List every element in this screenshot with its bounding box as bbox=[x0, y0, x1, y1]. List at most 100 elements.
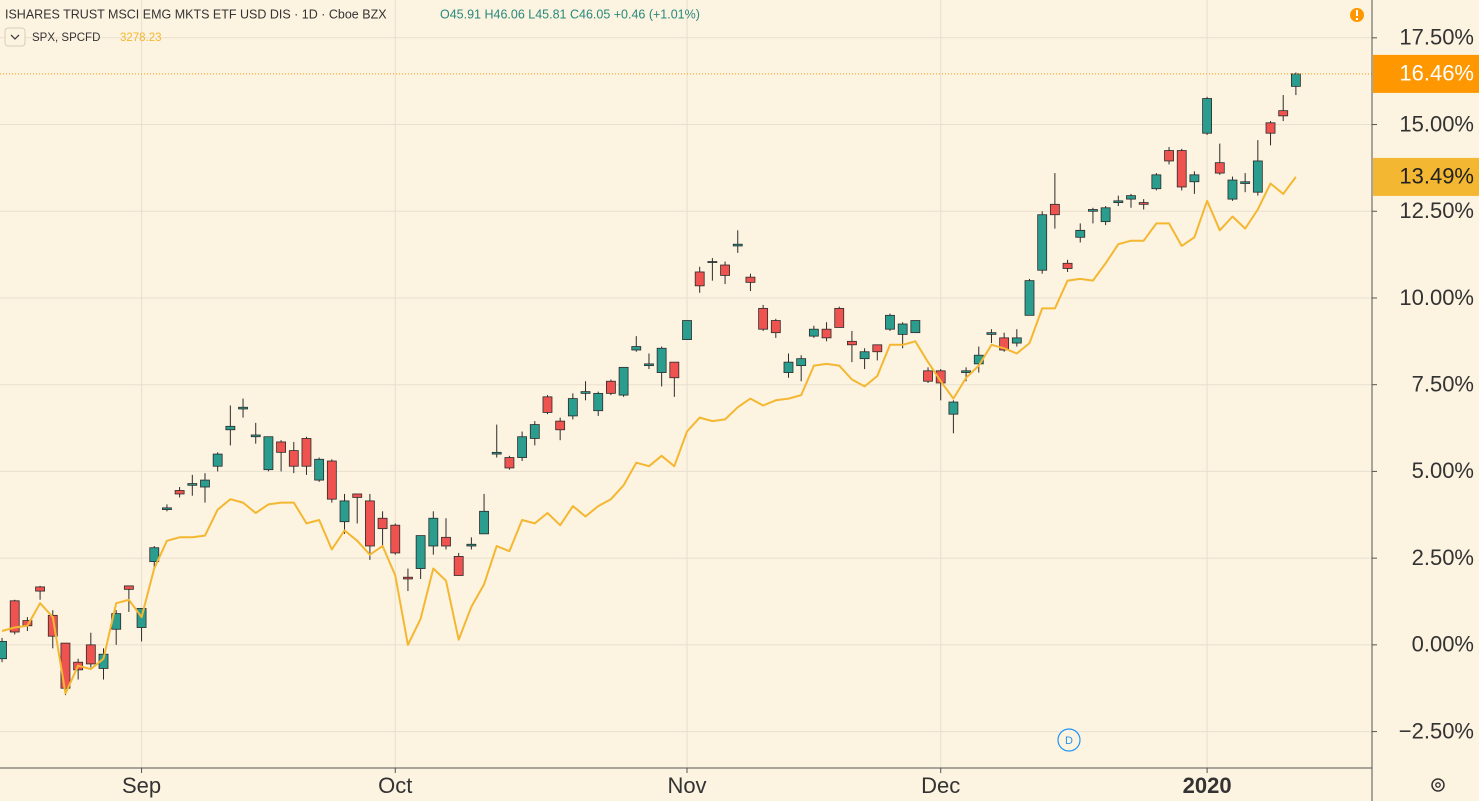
candle-body bbox=[47, 614, 58, 637]
candle-body bbox=[1265, 122, 1276, 134]
candle-body bbox=[1227, 179, 1238, 200]
chart-title: ISHARES TRUST MSCI EMG MKTS ETF USD DIS … bbox=[5, 7, 387, 21]
candle-body bbox=[466, 543, 477, 547]
candle-body bbox=[542, 396, 553, 413]
candle-body bbox=[1037, 214, 1048, 271]
candle-body bbox=[885, 314, 895, 330]
candle-body bbox=[212, 453, 223, 467]
candle-body bbox=[618, 366, 629, 396]
legend-name: SPX, SPCFD bbox=[32, 32, 100, 44]
candle-body bbox=[656, 347, 667, 373]
y-tick-label: 17.50% bbox=[1399, 25, 1474, 50]
candle-body bbox=[694, 271, 705, 287]
candle-body bbox=[1176, 150, 1187, 188]
candle-body bbox=[580, 391, 591, 394]
candle-body bbox=[238, 406, 248, 410]
axes: −2.50% 0.00% 2.50% 5.00% 7.50% 10.00% 12.50% 15… bbox=[122, 25, 1479, 798]
event-marker[interactable] bbox=[1057, 728, 1081, 752]
plot bbox=[0, 72, 1372, 696]
x-tick-label: 2020 bbox=[1183, 773, 1232, 798]
candle-body bbox=[301, 438, 312, 467]
candle-body bbox=[720, 264, 730, 276]
last-value-label: 13.49% bbox=[1399, 164, 1474, 189]
candle-body bbox=[1126, 195, 1136, 200]
candle-body bbox=[910, 320, 921, 334]
last-value-box bbox=[1373, 54, 1479, 93]
candle-body bbox=[897, 323, 908, 335]
candle-body bbox=[1202, 98, 1212, 134]
candle-body bbox=[415, 535, 426, 569]
candle-body bbox=[593, 392, 604, 412]
candle-body bbox=[1189, 174, 1200, 183]
alert-icon-dot bbox=[1356, 18, 1358, 20]
y-tick-label: 2.50% bbox=[1412, 545, 1474, 570]
gear-hub bbox=[1435, 782, 1441, 788]
candle-body bbox=[1088, 209, 1098, 212]
y-tick-label: −2.50% bbox=[1399, 718, 1474, 743]
candle-body bbox=[364, 500, 375, 547]
candle-body bbox=[1138, 202, 1149, 205]
candle-body bbox=[1278, 110, 1289, 117]
candle-body bbox=[834, 307, 845, 328]
candle-body bbox=[403, 576, 413, 580]
candle-body bbox=[644, 363, 654, 367]
candle-body bbox=[225, 425, 236, 431]
last-value-box bbox=[1373, 157, 1479, 196]
gear-ring bbox=[1431, 778, 1445, 792]
candle-body bbox=[783, 361, 794, 373]
candle-body bbox=[961, 370, 971, 373]
candle-body bbox=[9, 600, 20, 633]
candle-body bbox=[1049, 203, 1060, 216]
event-marker-label: D bbox=[1065, 735, 1073, 747]
y-tick-label: 15.00% bbox=[1399, 111, 1474, 136]
candle-body bbox=[859, 351, 870, 360]
candle-body bbox=[1240, 181, 1251, 184]
candle-body bbox=[1062, 262, 1073, 269]
candle-body bbox=[935, 370, 946, 384]
candle-body bbox=[796, 358, 807, 367]
candle-body bbox=[631, 346, 642, 351]
candle-body bbox=[85, 644, 96, 665]
candle-body bbox=[1024, 280, 1035, 316]
candle-body bbox=[149, 547, 160, 563]
candle-body bbox=[377, 517, 388, 530]
ohlc-label: O45.91 H46.06 L45.81 C46.05 +0.46 (+1.01… bbox=[440, 7, 700, 21]
candle-body bbox=[339, 500, 350, 523]
candle-body bbox=[1164, 150, 1174, 162]
candle-body bbox=[847, 340, 857, 346]
y-tick-label: 7.50% bbox=[1412, 372, 1474, 397]
candle-body bbox=[669, 361, 680, 379]
legend-toggle[interactable] bbox=[4, 27, 26, 47]
candle-body bbox=[529, 424, 540, 439]
candle-body bbox=[479, 510, 489, 535]
settings-icon[interactable] bbox=[1431, 778, 1445, 792]
candle-body bbox=[314, 458, 325, 481]
candle-body bbox=[606, 380, 616, 394]
y-tick-label: 5.00% bbox=[1412, 458, 1474, 483]
candle-body bbox=[123, 585, 134, 590]
candle-body bbox=[453, 556, 464, 576]
y-tick-label: 12.50% bbox=[1399, 198, 1474, 223]
candle-body bbox=[1011, 337, 1022, 344]
candle-body bbox=[35, 586, 45, 592]
candle-body bbox=[0, 640, 7, 660]
candle-body bbox=[200, 479, 210, 488]
y-tick-label: 10.00% bbox=[1399, 285, 1474, 310]
x-tick-label: Oct bbox=[378, 773, 412, 798]
candle-body bbox=[872, 344, 883, 353]
candle-body bbox=[174, 490, 185, 495]
candle-body bbox=[999, 337, 1010, 351]
candle-body bbox=[428, 517, 439, 547]
candle-body bbox=[1214, 162, 1225, 174]
candle-body bbox=[1075, 229, 1086, 238]
candle-body bbox=[948, 401, 959, 415]
candle-body bbox=[263, 436, 274, 471]
candle-body bbox=[1252, 160, 1263, 193]
candle-body bbox=[770, 320, 781, 334]
candle-body bbox=[758, 307, 769, 330]
candle-body bbox=[923, 370, 933, 382]
candle-body bbox=[745, 276, 756, 283]
alert-icon-bar bbox=[1356, 10, 1358, 16]
